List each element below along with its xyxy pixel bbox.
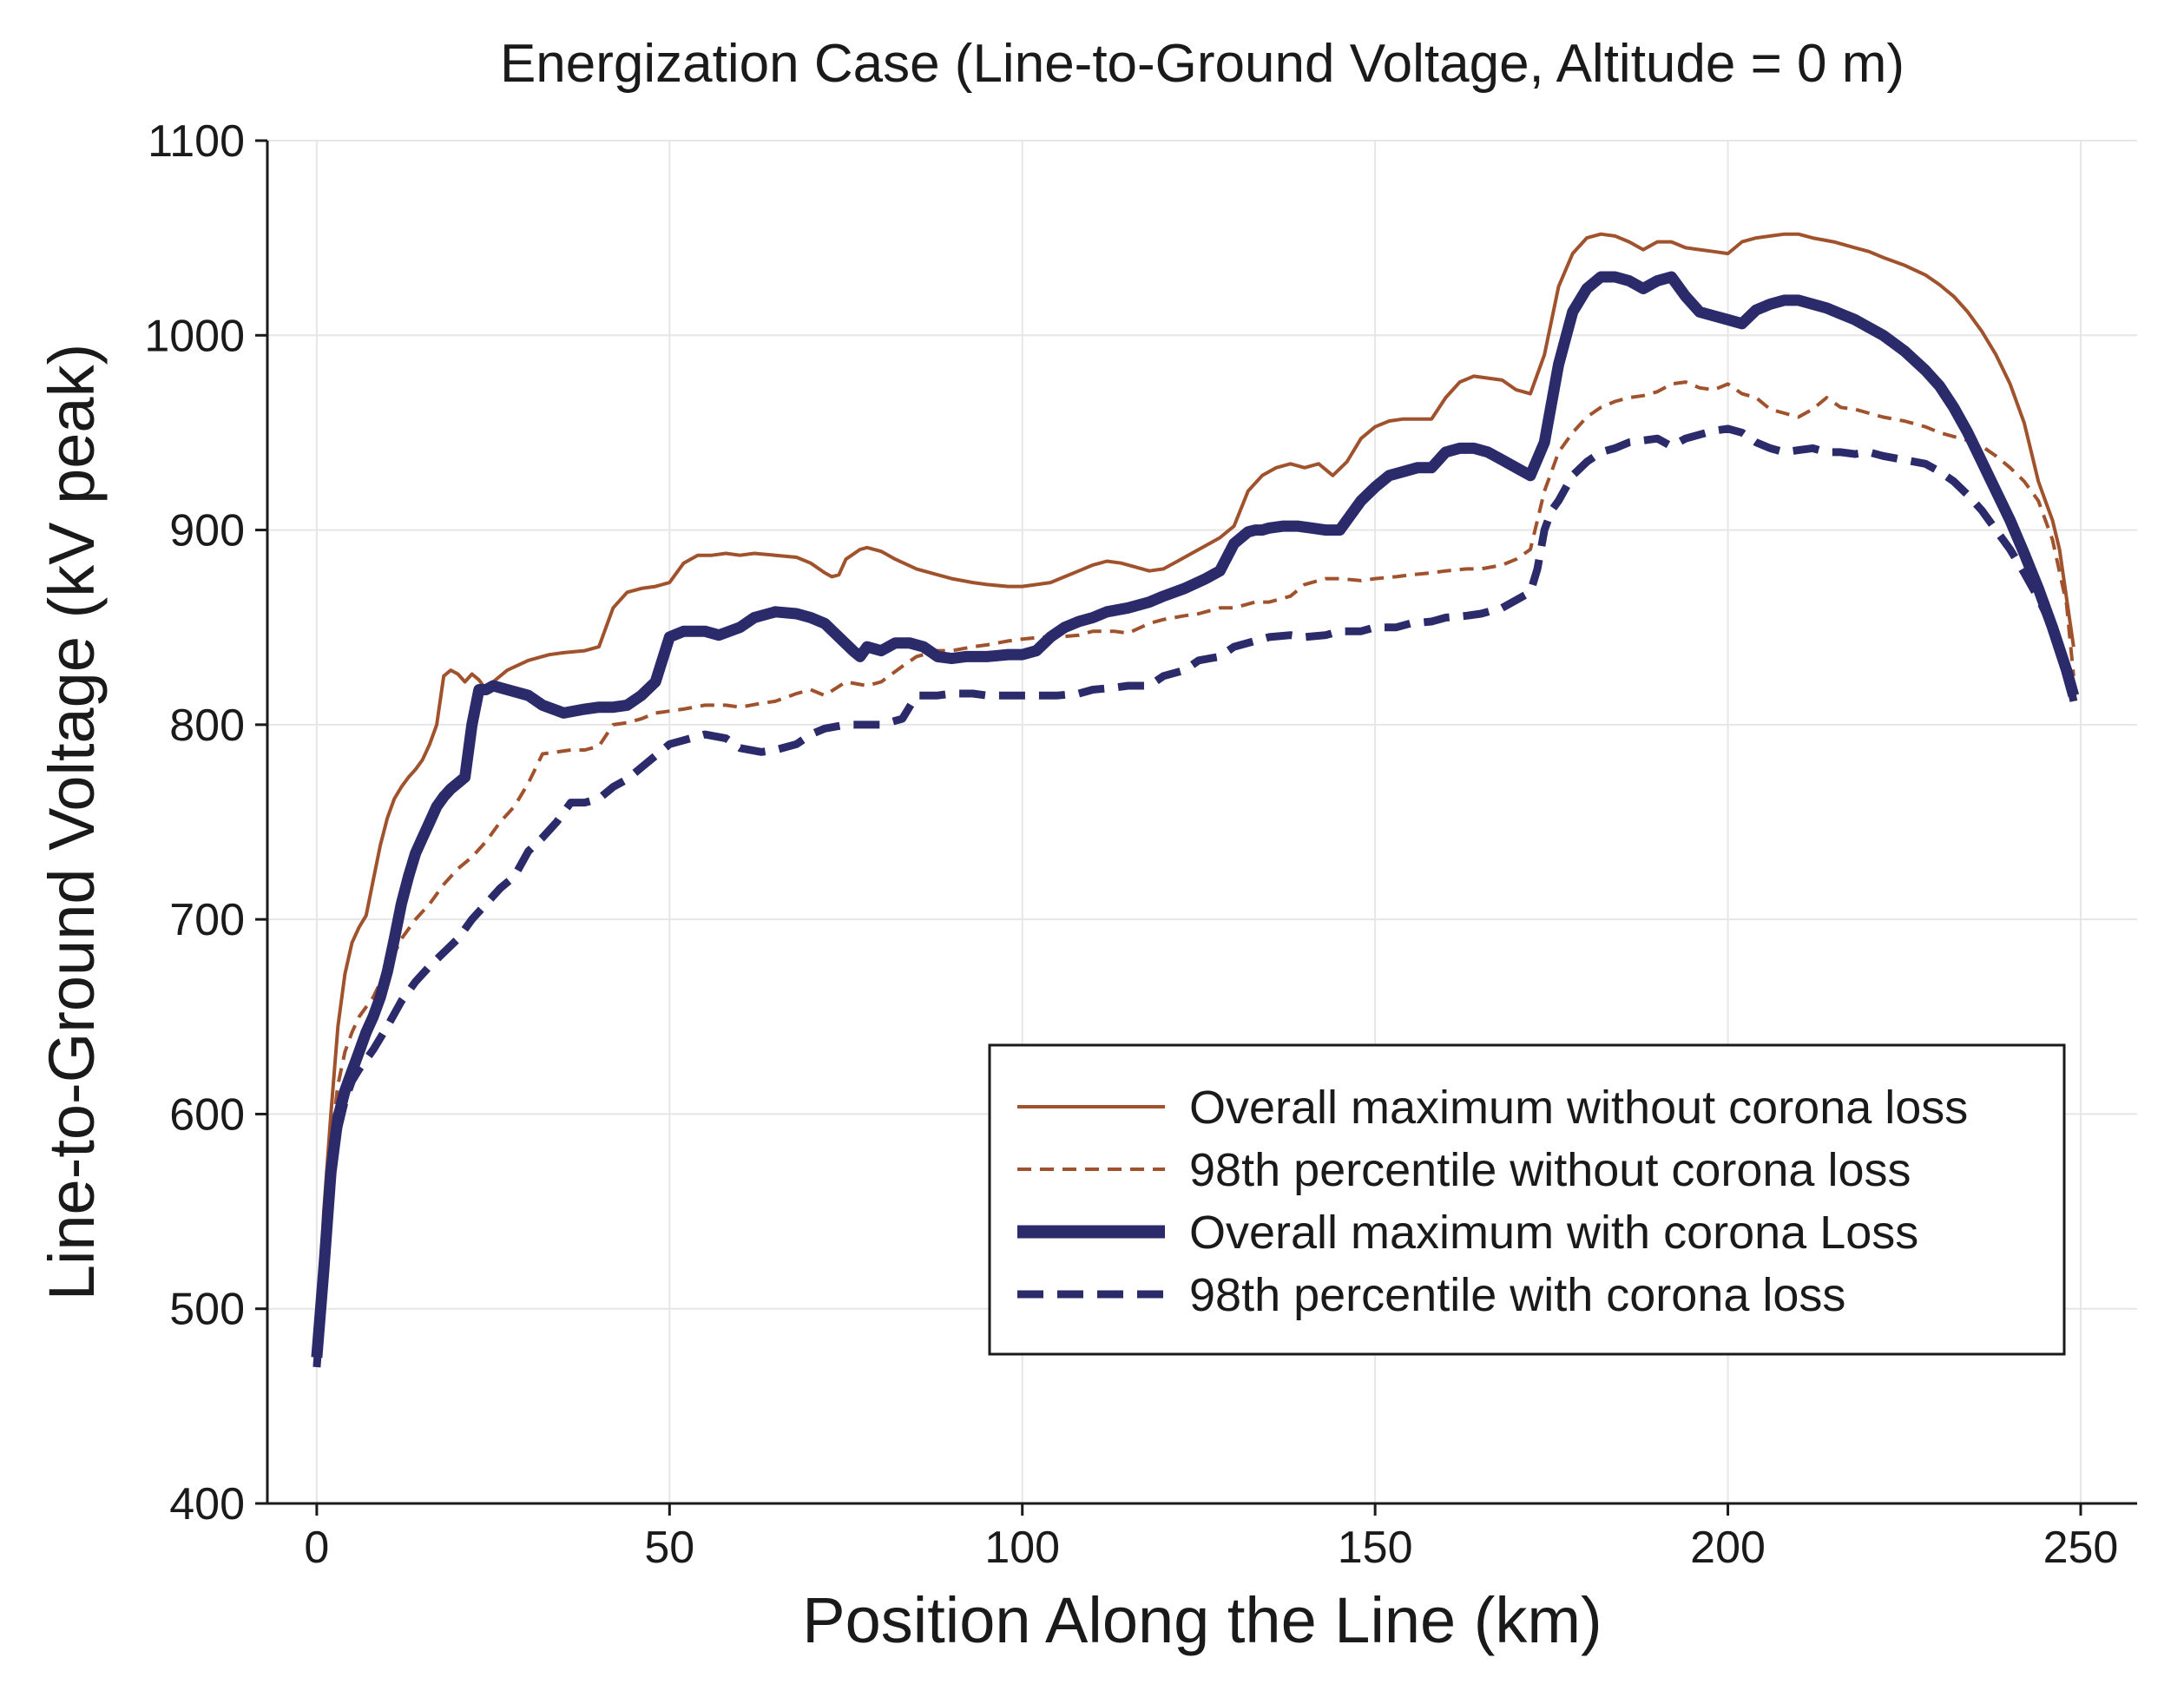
chart-title: Energization Case (Line-to-Ground Voltag… — [500, 34, 1904, 94]
y-tick-label: 400 — [169, 1479, 245, 1529]
x-tick-label: 200 — [1690, 1523, 1766, 1573]
legend-entry-2: Overall maximum with corona Loss — [1189, 1207, 1918, 1259]
x-tick-label: 100 — [984, 1523, 1060, 1573]
grid-lines — [267, 140, 2137, 1504]
legend-entry-0: Overall maximum without corona loss — [1189, 1082, 1968, 1134]
series-line-0 — [314, 232, 2075, 1348]
series-layer — [311, 232, 2080, 1368]
legend-entry-1: 98th percentile without corona loss — [1189, 1144, 1911, 1196]
y-tick-label: 800 — [169, 701, 245, 751]
y-tick-label: 500 — [169, 1285, 245, 1335]
y-tick-label: 900 — [169, 506, 245, 556]
x-tick-label: 150 — [1338, 1523, 1413, 1573]
legend: Overall maximum without corona loss 98th… — [988, 1043, 2066, 1356]
y-tick-label: 600 — [169, 1089, 245, 1140]
x-tick-label: 250 — [2043, 1523, 2119, 1573]
x-tick-label: 0 — [304, 1523, 329, 1573]
y-axis-label: Line-to-Ground Voltage (kV peak) — [36, 344, 108, 1300]
x-axis-label: Position Along the Line (km) — [802, 1584, 1602, 1656]
series-line-3 — [312, 424, 2078, 1368]
y-ticks: 400 500 600 700 800 900 1000 1100 — [144, 116, 267, 1529]
legend-entry-3: 98th percentile with corona loss — [1189, 1269, 1845, 1321]
y-tick-label: 700 — [169, 895, 245, 945]
x-ticks: 0 50 100 150 200 250 — [304, 1503, 2118, 1573]
series-line-1 — [314, 380, 2075, 1352]
y-tick-label: 1000 — [144, 311, 245, 361]
y-tick-label: 1100 — [148, 116, 245, 167]
legend-box — [988, 1043, 2066, 1356]
series-line-2 — [311, 271, 2080, 1358]
x-tick-label: 50 — [644, 1523, 694, 1573]
